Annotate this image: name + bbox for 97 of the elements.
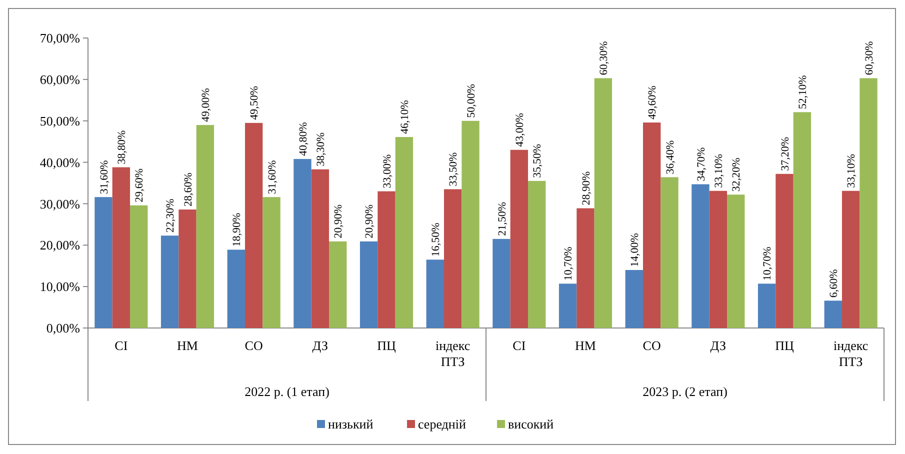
bar <box>311 169 330 328</box>
data-label: 21,50% <box>496 202 508 236</box>
bar <box>642 122 661 328</box>
bar <box>112 167 130 328</box>
x-tick-label: СІ <box>512 338 526 353</box>
data-label: 32,20% <box>730 158 743 192</box>
data-label: 31,60% <box>98 160 110 194</box>
y-tick-label: 50,00% <box>40 113 80 128</box>
data-label: 22,30% <box>164 198 177 233</box>
legend-label: високий <box>508 416 554 432</box>
x-tick-label: ДЗ <box>312 338 328 353</box>
bar <box>558 284 577 328</box>
bar <box>824 300 842 328</box>
y-tick-label: 40,00% <box>40 154 80 170</box>
bar <box>378 191 396 328</box>
data-label: 10,70% <box>762 246 774 281</box>
bar <box>510 150 528 328</box>
x-tick-label: СО <box>642 338 661 353</box>
data-label: 43,00% <box>514 112 526 147</box>
bar <box>727 194 745 328</box>
data-label: 16,50% <box>430 222 442 257</box>
x-tick-label: СІ <box>114 338 128 353</box>
bar <box>860 78 878 328</box>
bar <box>444 189 462 328</box>
bar <box>660 177 678 328</box>
x-tick-label: СО <box>244 338 263 353</box>
data-label: 31,60% <box>266 160 278 194</box>
data-label: 20,90% <box>332 204 345 238</box>
bar <box>492 238 510 328</box>
data-label: 29,60% <box>134 168 146 202</box>
bar <box>329 241 347 328</box>
bar <box>196 125 214 328</box>
bar <box>709 190 728 328</box>
data-label: 46,10% <box>399 100 412 134</box>
data-label: 33,10% <box>846 154 858 188</box>
y-tick-label: 10,00% <box>40 279 80 294</box>
legend-label: низький <box>328 416 374 432</box>
data-label: 40,80% <box>297 122 310 156</box>
bar <box>426 260 444 328</box>
data-label: 33,00% <box>381 154 394 188</box>
data-label: 33,10% <box>713 154 726 188</box>
bar <box>395 137 414 328</box>
bar <box>244 122 263 328</box>
data-label: 20,90% <box>364 204 376 238</box>
bar <box>294 158 312 328</box>
bar <box>227 250 245 328</box>
bar <box>94 197 112 328</box>
data-label: 60,30% <box>863 41 876 76</box>
bar <box>793 112 812 328</box>
data-label: 14,00% <box>628 233 641 267</box>
data-label: 35,50% <box>532 144 544 178</box>
data-label: 38,80% <box>116 130 128 164</box>
bar <box>462 120 480 328</box>
bar <box>160 236 179 328</box>
y-tick-label: 0,00% <box>46 320 80 336</box>
x-tick-label: НМ <box>575 338 596 353</box>
x-tick-label: ПЦ <box>377 338 396 353</box>
bar <box>758 284 776 328</box>
data-label: 36,40% <box>664 140 676 174</box>
data-label: 52,10% <box>797 75 810 110</box>
data-label: 28,90% <box>580 171 592 206</box>
x-tick-label: НМ <box>177 338 198 353</box>
bar <box>576 208 594 328</box>
bar <box>262 197 280 328</box>
x-tick-label: ДЗ <box>710 338 726 353</box>
bar <box>178 210 196 328</box>
data-label: 33,50% <box>448 152 460 186</box>
data-label: 6,60% <box>828 269 840 298</box>
data-label: 60,30% <box>598 41 610 76</box>
data-label: 38,30% <box>315 132 328 166</box>
bar <box>625 270 643 328</box>
data-label: 10,70% <box>562 246 575 281</box>
x-tick-label: індекс ПТЗ <box>435 338 470 369</box>
y-tick-label: 60,00% <box>40 72 80 87</box>
x-tick-label: індекс ПТЗ <box>833 338 868 369</box>
data-label: 49,00% <box>200 88 212 122</box>
bar <box>776 174 794 328</box>
bar <box>842 190 860 328</box>
y-tick-label: 30,00% <box>40 196 80 212</box>
bar <box>692 184 710 328</box>
legend-label: середній <box>418 416 466 432</box>
text: 2023 р. (2 етап) <box>642 384 728 399</box>
data-label: 18,90% <box>230 212 243 247</box>
data-label: 34,70% <box>695 147 708 182</box>
x-tick-label: ПЦ <box>775 338 794 353</box>
y-tick-label: 70,00% <box>40 30 80 46</box>
y-tick-label: 20,00% <box>40 238 80 253</box>
bar <box>528 180 546 328</box>
bar <box>360 241 378 328</box>
data-label: 37,20% <box>779 136 792 171</box>
bar <box>130 205 148 328</box>
data-label: 28,60% <box>182 172 194 207</box>
bar <box>594 78 612 328</box>
data-label: 50,00% <box>465 84 478 118</box>
text: 2022 р. (1 етап) <box>244 384 330 399</box>
data-label: 49,50% <box>248 86 261 120</box>
data-label: 49,60% <box>646 86 659 120</box>
